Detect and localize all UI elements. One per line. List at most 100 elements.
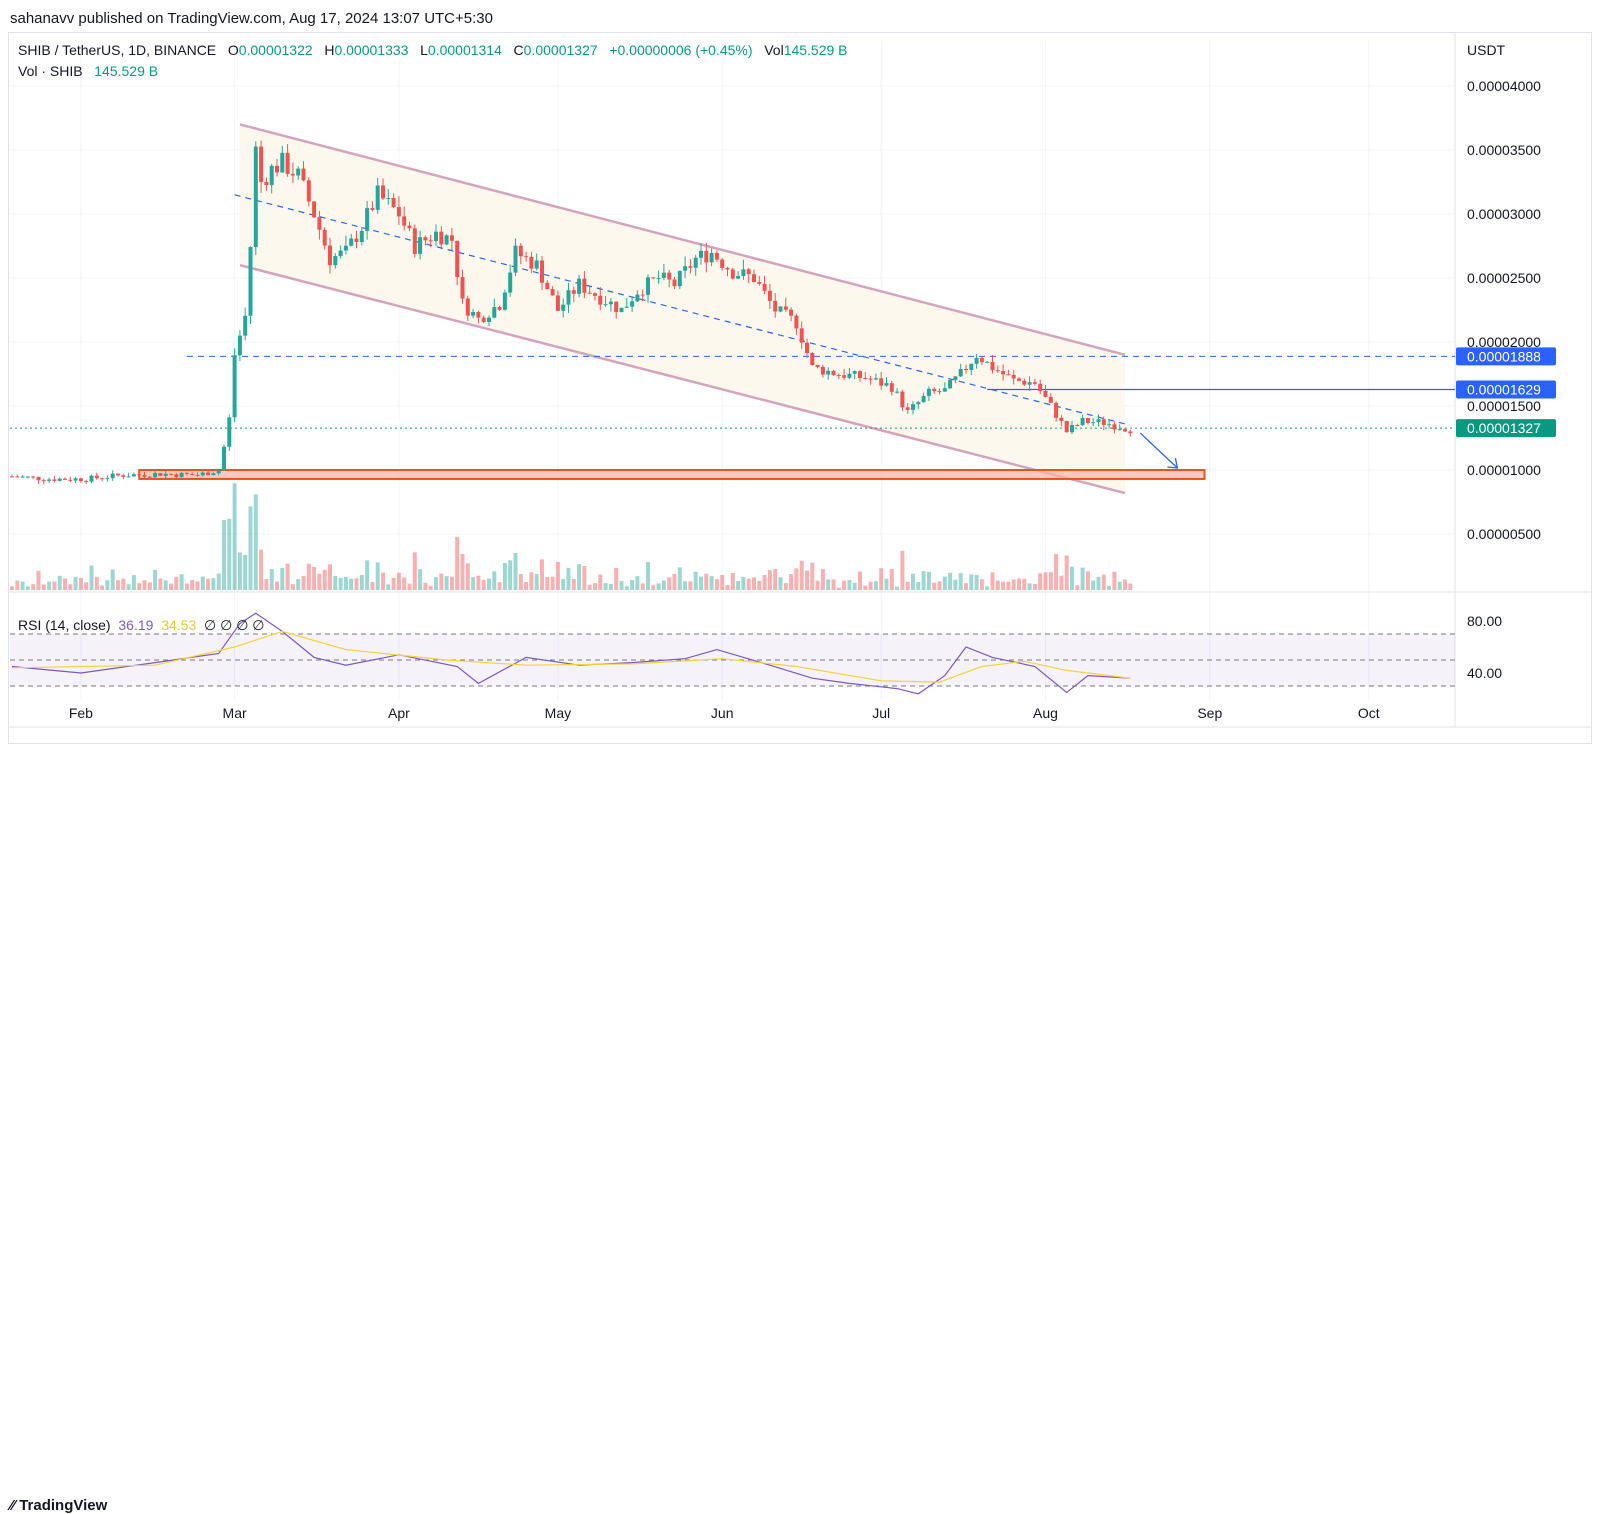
volume-bar: [481, 579, 486, 590]
volume-bar: [1064, 555, 1069, 590]
volume-bar: [1059, 575, 1064, 590]
volume-bar: [794, 568, 799, 590]
candle-body: [614, 301, 619, 313]
volume-bar: [439, 573, 444, 590]
footer: ⁄⁄ TradingView: [0, 744, 1600, 1514]
candle-body: [831, 370, 836, 376]
candle-body: [1048, 396, 1053, 403]
channel-lower-line: [239, 263, 1126, 495]
close-label: C: [513, 42, 524, 58]
time-tick-label: Feb: [69, 705, 93, 721]
price-tick-label: 0.00002500: [1467, 270, 1541, 286]
price-label-badge: [1456, 380, 1556, 399]
candle-body: [858, 371, 862, 378]
volume-bar: [354, 578, 359, 590]
volume-bar: [1070, 566, 1074, 590]
candle-body: [222, 446, 226, 471]
volume-bar: [736, 581, 741, 590]
volume-bar: [36, 570, 41, 590]
candle-body: [937, 391, 942, 393]
candle-body: [651, 277, 656, 279]
candle-body: [969, 363, 974, 371]
volume-bar: [227, 518, 232, 590]
volume-bar: [958, 573, 963, 590]
symbol-label[interactable]: SHIB / TetherUS, 1D, BINANCE: [18, 42, 217, 58]
candle-body: [89, 475, 94, 482]
volume-bar: [810, 562, 815, 590]
tradingview-wordmark: TradingView: [19, 1497, 108, 1514]
volume-bar: [1043, 572, 1048, 590]
candle-body: [672, 279, 677, 287]
volume-bar: [412, 552, 417, 590]
candle-body: [518, 245, 523, 257]
volume-bar: [386, 584, 391, 590]
candle-body: [444, 235, 449, 245]
volume-bar: [338, 577, 343, 590]
rsi-label[interactable]: RSI (14, close): [18, 617, 111, 633]
volume-bar: [396, 572, 401, 590]
candle-body: [73, 478, 78, 481]
volume-bar: [312, 567, 317, 590]
volume-bar: [222, 520, 226, 590]
volume-bar: [131, 575, 136, 590]
candle-body: [36, 476, 41, 481]
candle-body: [646, 277, 650, 295]
volume-bar: [513, 553, 518, 590]
volume-bar: [41, 584, 46, 590]
volume-bar: [179, 574, 184, 590]
price-label-text: 0.00001888: [1467, 348, 1541, 364]
candle-body: [593, 293, 597, 296]
volume-bar: [1048, 572, 1053, 590]
candle-body: [41, 480, 46, 482]
volume-bar: [746, 578, 751, 590]
volume-bar: [78, 577, 83, 590]
volume-bar: [1117, 581, 1122, 590]
volume-bar: [63, 578, 67, 590]
volume-bar: [921, 571, 926, 590]
candle-body: [1101, 419, 1106, 425]
candle-body: [1080, 417, 1085, 426]
volume-bar: [343, 576, 348, 590]
candle-body: [253, 146, 258, 248]
candle-body: [163, 473, 168, 476]
volume-series-label[interactable]: Vol · SHIB: [18, 63, 83, 79]
candle-body: [752, 274, 756, 283]
candle-body: [1091, 422, 1096, 424]
candle-body: [343, 245, 348, 251]
candle-body: [1085, 417, 1090, 424]
price-chart[interactable]: USDT 0.00004000 0.00003500 0.00003000 0.0000…: [0, 0, 1600, 783]
candle-body: [1027, 382, 1032, 385]
candle-body: [577, 278, 582, 294]
volume-bar: [322, 569, 327, 590]
candle-body: [1064, 420, 1069, 433]
volume-bar: [1032, 583, 1037, 590]
candle-body: [736, 275, 741, 279]
candle-body: [656, 277, 661, 279]
volume-bar: [52, 581, 57, 590]
close-value: 0.00001327: [523, 42, 598, 58]
volume-bar: [163, 580, 168, 590]
rsi-ma-line: [11, 630, 1131, 683]
volume-bar: [619, 580, 624, 590]
candle-body: [195, 475, 200, 477]
volume-bar: [200, 576, 205, 590]
price-label-badge: [1456, 347, 1556, 366]
candle-body: [990, 361, 995, 371]
volume-bar: [275, 581, 279, 590]
candle-body: [948, 380, 953, 389]
candle-body: [873, 378, 878, 380]
tradingview-logo[interactable]: ⁄⁄ TradingView: [10, 1497, 107, 1514]
time-tick-label: Sep: [1197, 705, 1222, 721]
volume-bar: [1096, 576, 1101, 590]
volume-bar: [375, 562, 380, 590]
candle-body: [1001, 371, 1006, 375]
candle-body: [211, 473, 216, 476]
candle-body: [1096, 419, 1101, 423]
candle-body: [704, 250, 709, 263]
volume-bar: [1054, 553, 1059, 590]
candle-body: [566, 290, 571, 305]
volume-bar: [561, 579, 566, 590]
candle-body: [926, 388, 931, 396]
volume-bar: [699, 576, 703, 590]
candle-body: [1059, 417, 1064, 421]
